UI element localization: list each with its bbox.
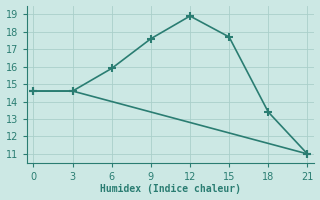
X-axis label: Humidex (Indice chaleur): Humidex (Indice chaleur)	[100, 184, 241, 194]
